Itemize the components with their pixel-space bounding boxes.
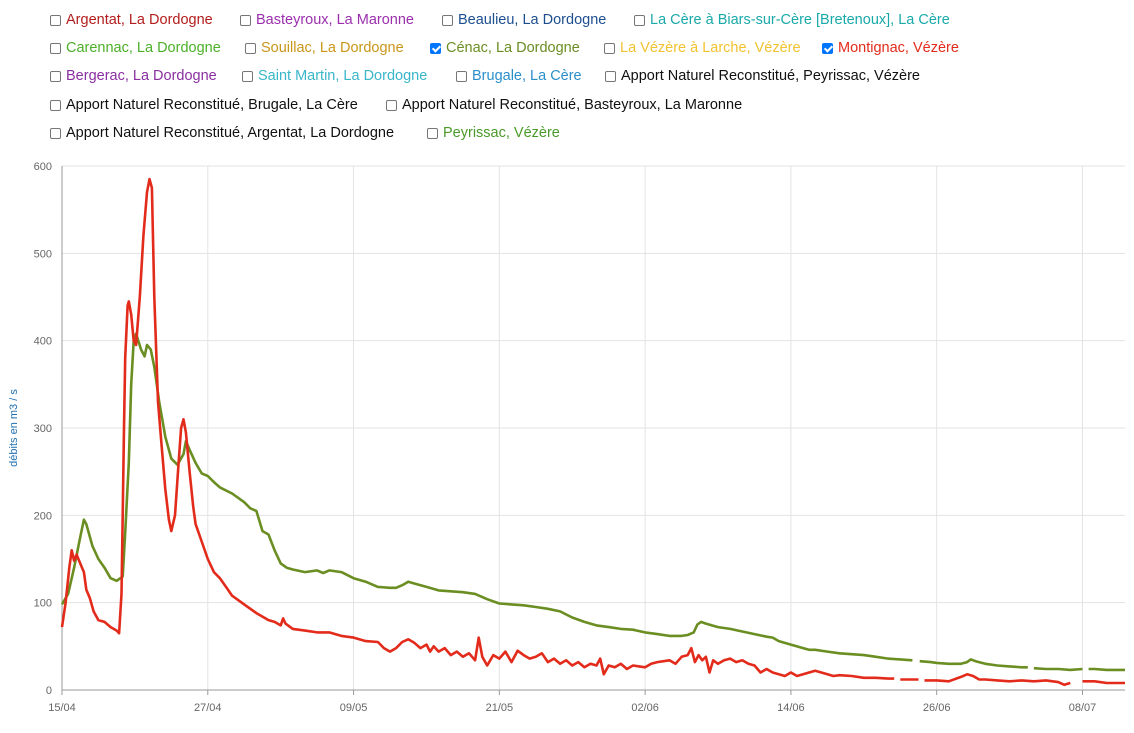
y-tick-label: 600 (34, 161, 52, 173)
x-tick-label: 02/06 (631, 702, 659, 714)
y-tick-label: 400 (34, 336, 52, 348)
station-label: Apport Naturel Reconstitué, Basteyroux, … (402, 97, 743, 113)
station-checkbox[interactable] (50, 14, 61, 26)
station-checkbox[interactable] (604, 42, 615, 54)
station-checkbox[interactable] (242, 70, 253, 82)
station-checkbox[interactable] (605, 70, 616, 82)
station-checkbox[interactable] (427, 127, 438, 139)
station-toggle[interactable]: Apport Naturel Reconstitué, Brugale, La … (50, 96, 358, 114)
station-checkbox[interactable] (50, 70, 61, 82)
series-line-cenac (60, 332, 1125, 672)
station-label: Souillac, La Dordogne (261, 40, 404, 56)
station-toggle[interactable]: Montignac, Vézère (822, 39, 959, 57)
x-tick-label: 14/06 (777, 702, 805, 714)
chart-series (60, 177, 1125, 687)
station-label: La Cère à Biars-sur-Cère [Bretenoux], La… (650, 12, 950, 28)
y-tick-label: 0 (46, 685, 52, 697)
station-toggle[interactable]: Bergerac, La Dordogne (50, 67, 217, 85)
y-tick-label: 300 (34, 423, 52, 435)
station-toggle[interactable]: Brugale, La Cère (456, 67, 582, 85)
x-tick-label: 27/04 (194, 702, 222, 714)
station-toggle[interactable]: Apport Naturel Reconstitué, Basteyroux, … (386, 96, 742, 114)
chart-labels: 0 100 200 300 400 500 600 15/04 27/04 09/05 21/05 0… (8, 161, 1096, 714)
y-tick-label: 200 (34, 510, 52, 522)
x-tick-label: 26/06 (923, 702, 951, 714)
chart-grid (61, 165, 1125, 691)
y-tick-label: 500 (34, 248, 52, 260)
station-checkbox[interactable] (50, 42, 61, 54)
station-checkbox[interactable] (430, 42, 441, 54)
discharge-chart: 0 100 200 300 400 500 600 15/04 27/04 09/05 21/05 0… (8, 161, 1125, 714)
y-tick-label: 100 (34, 598, 52, 610)
station-toggle[interactable]: Peyrissac, Vézère (427, 124, 560, 142)
station-checkbox[interactable] (822, 42, 833, 54)
station-checkbox[interactable] (634, 14, 645, 26)
station-label: La Vézère à Larche, Vézère (620, 40, 801, 56)
station-label: Carennac, La Dordogne (66, 40, 221, 56)
station-toggle[interactable]: Basteyroux, La Maronne (240, 11, 414, 29)
x-tick-label: 15/04 (48, 702, 76, 714)
station-toggle[interactable]: Apport Naturel Reconstitué, Argentat, La… (50, 124, 394, 142)
station-label: Beaulieu, La Dordogne (458, 12, 607, 28)
station-label: Apport Naturel Reconstitué, Argentat, La… (66, 125, 395, 141)
station-label: Peyrissac, Vézère (443, 125, 560, 141)
station-label: Apport Naturel Reconstitué, Peyrissac, V… (621, 68, 920, 84)
station-checkbox[interactable] (245, 42, 256, 54)
x-tick-label: 09/05 (340, 702, 368, 714)
station-label: Brugale, La Cère (472, 68, 582, 84)
station-checkbox[interactable] (50, 127, 61, 139)
station-toggle[interactable]: Carennac, La Dordogne (50, 39, 221, 57)
y-axis-title: débits en m3 / s (8, 389, 20, 467)
station-toggle[interactable]: Beaulieu, La Dordogne (442, 11, 606, 29)
station-checkbox[interactable] (240, 14, 251, 26)
station-checkbox[interactable] (442, 14, 453, 26)
station-label: Cénac, La Dordogne (446, 40, 580, 56)
station-label: Basteyroux, La Maronne (256, 12, 414, 28)
station-toggle[interactable]: Saint Martin, La Dordogne (242, 67, 427, 85)
station-checkbox[interactable] (386, 99, 397, 111)
station-label: Montignac, Vézère (838, 40, 959, 56)
station-label: Apport Naturel Reconstitué, Brugale, La … (66, 97, 358, 113)
x-tick-label: 08/07 (1069, 702, 1097, 714)
station-checkbox[interactable] (456, 70, 467, 82)
station-label: Bergerac, La Dordogne (66, 68, 217, 84)
station-toggle[interactable]: Souillac, La Dordogne (245, 39, 404, 57)
station-toggle[interactable]: Cénac, La Dordogne (430, 39, 580, 57)
station-legend: Argentat, La Dordogne Basteyroux, La Maro… (0, 0, 1134, 150)
series-line-montignac (60, 177, 1125, 687)
station-toggle[interactable]: Apport Naturel Reconstitué, Peyrissac, V… (605, 67, 920, 85)
station-label: Argentat, La Dordogne (66, 12, 213, 28)
chart-axes (61, 166, 1125, 695)
station-label: Saint Martin, La Dordogne (258, 68, 428, 84)
station-toggle[interactable]: La Vézère à Larche, Vézère (604, 39, 801, 57)
station-toggle[interactable]: Argentat, La Dordogne (50, 11, 213, 29)
x-tick-label: 21/05 (486, 702, 514, 714)
station-checkbox[interactable] (50, 99, 61, 111)
station-toggle[interactable]: La Cère à Biars-sur-Cère [Bretenoux], La… (634, 11, 950, 29)
